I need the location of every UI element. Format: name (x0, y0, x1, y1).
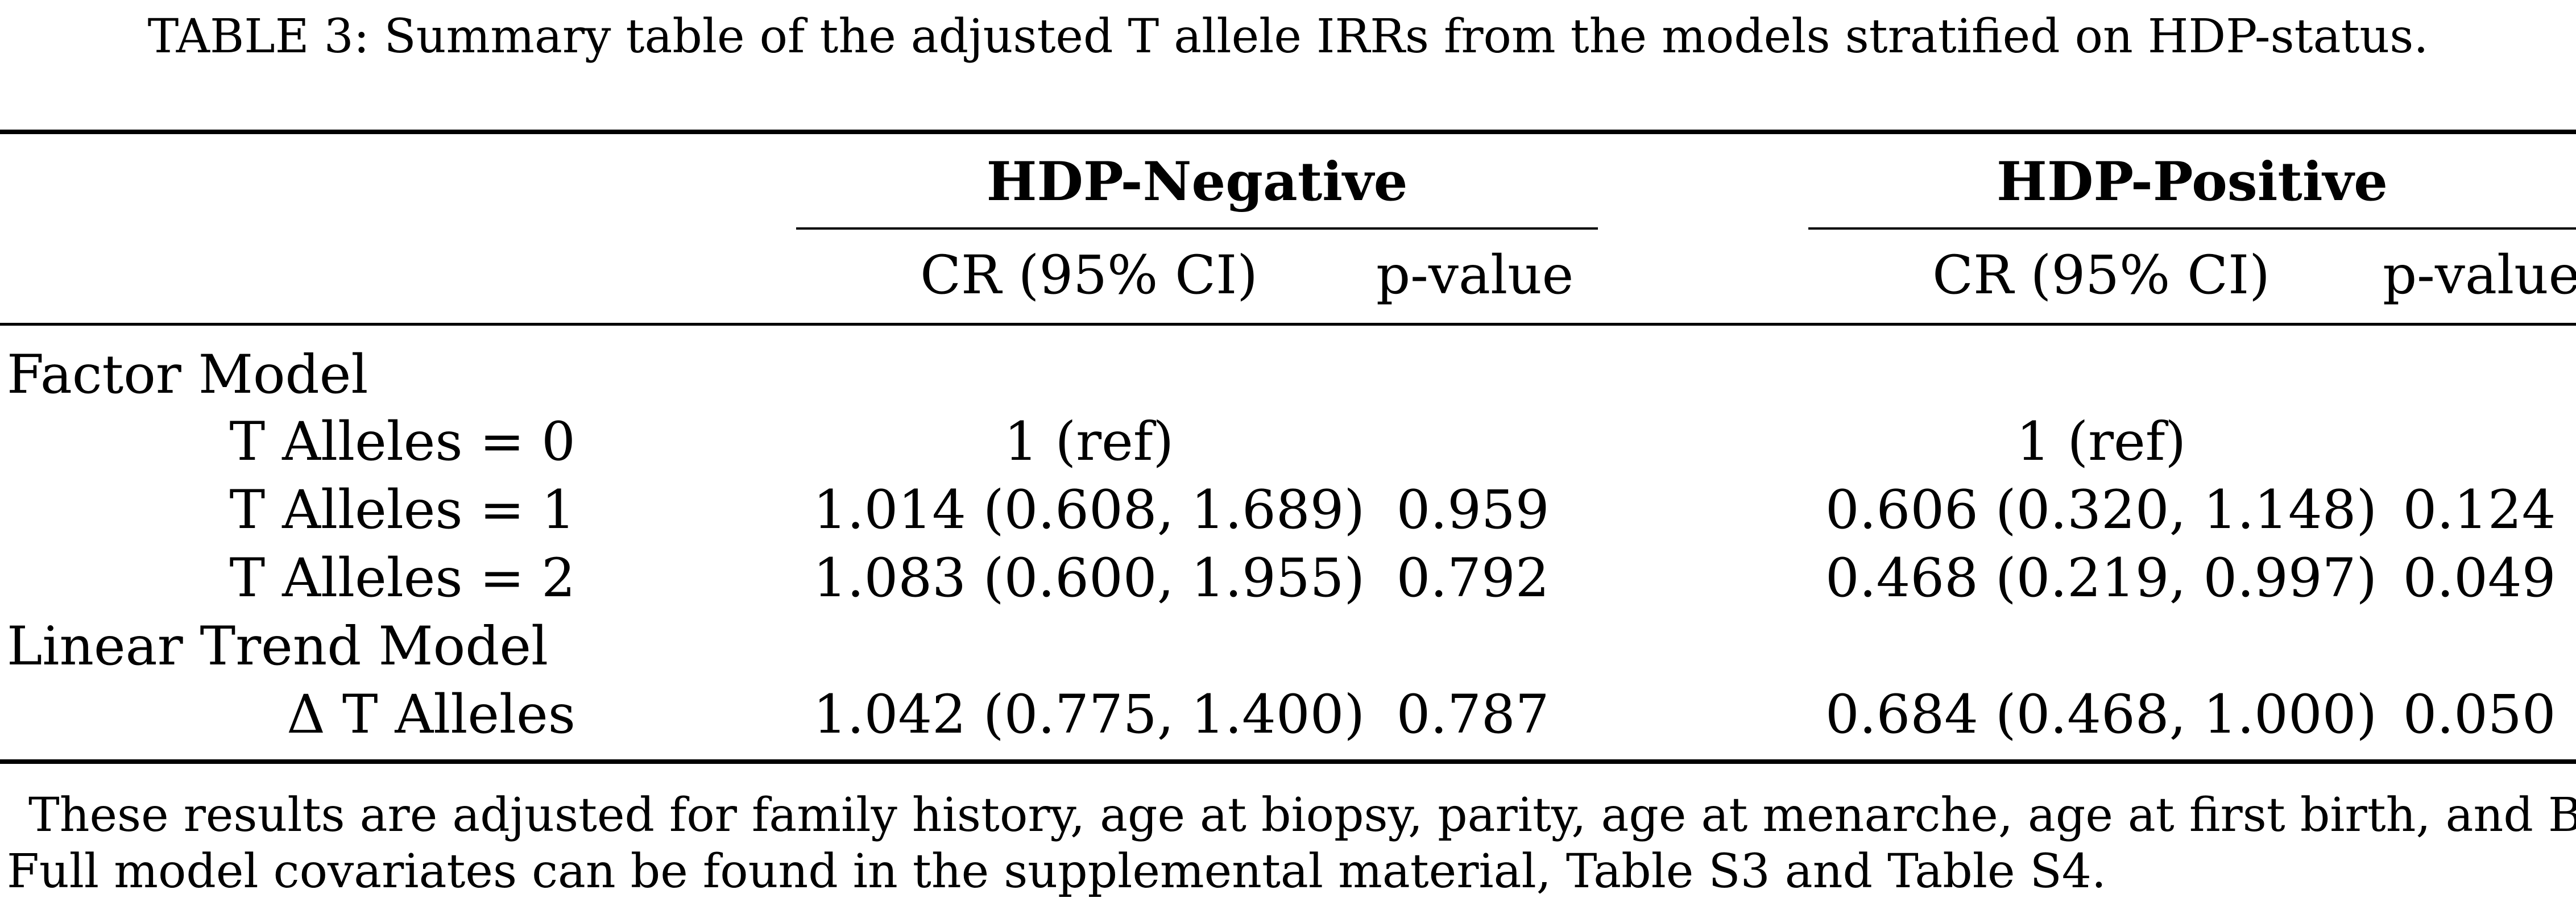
table-bottom-rule (0, 759, 2576, 764)
cell-pos-p: 0.049 (2403, 547, 2556, 609)
table-note-line-2: Full model covariates can be found in th… (7, 845, 2107, 899)
cell-pos-p: 0.050 (2403, 684, 2556, 746)
row-label: Δ T Alleles (287, 684, 575, 746)
section-title-linear-trend-model: Linear Trend Model (7, 616, 549, 677)
section-title-factor-model: Factor Model (7, 344, 368, 406)
cell-neg-cr: 1.083 (0.600, 1.955) (813, 547, 1365, 609)
group-rule-hdp-positive (1808, 227, 2576, 230)
cell-pos-cr: 0.606 (0.320, 1.148) (1825, 479, 2378, 541)
row-label: T Alleles = 1 (229, 479, 575, 541)
column-header-neg-cr: CR (95% CI) (920, 244, 1258, 306)
table-note-line-1: These results are adjusted for family hi… (28, 788, 2576, 842)
row-label: T Alleles = 0 (229, 411, 575, 473)
group-header-hdp-negative: HDP-Negative (986, 151, 1408, 213)
group-rule-hdp-negative (796, 227, 1598, 230)
cell-neg-cr: 1.042 (0.775, 1.400) (813, 684, 1365, 746)
column-header-neg-p: p-value (1376, 244, 1574, 306)
group-header-hdp-positive: HDP-Positive (1997, 151, 2388, 213)
cell-pos-p: 0.124 (2403, 479, 2556, 541)
table-header-rule (0, 323, 2576, 326)
cell-neg-cr: 1.014 (0.608, 1.689) (813, 479, 1365, 541)
cell-pos-cr: 0.684 (0.468, 1.000) (1825, 684, 2378, 746)
cell-neg-p: 0.959 (1396, 479, 1550, 541)
cell-neg-p: 0.792 (1396, 547, 1550, 609)
cell-neg-cr: 1 (ref) (1004, 411, 1174, 473)
table-caption: TABLE 3: Summary table of the adjusted T… (147, 10, 2429, 64)
table-top-rule (0, 130, 2576, 134)
cell-pos-cr: 1 (ref) (2016, 411, 2186, 473)
column-header-pos-cr: CR (95% CI) (1932, 244, 2270, 306)
cell-neg-p: 0.787 (1396, 684, 1550, 746)
cell-pos-cr: 0.468 (0.219, 0.997) (1825, 547, 2378, 609)
column-header-pos-p: p-value (2383, 244, 2576, 306)
row-label: T Alleles = 2 (229, 547, 575, 609)
